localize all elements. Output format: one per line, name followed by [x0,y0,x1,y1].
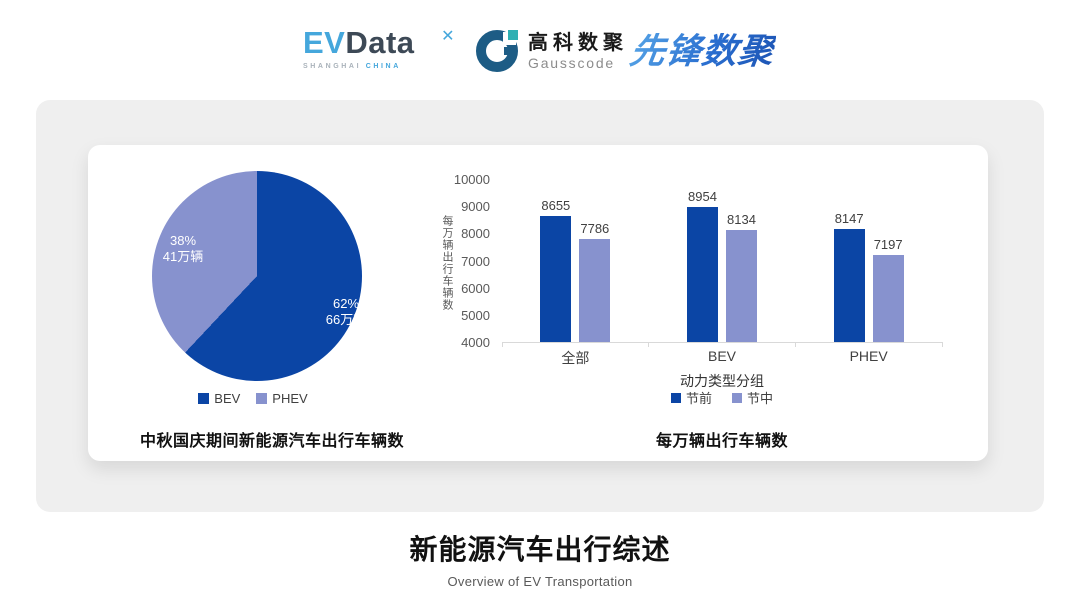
bar-legend: 节前 节中 [502,388,942,407]
evdata-ev-text: EV [303,25,346,60]
footer-subtitle: Overview of EV Transportation [447,574,633,589]
bar-value-label: 8954 [688,189,717,205]
legend-label-phev: PHEV [272,391,308,406]
xianfeng-logo: 先锋数聚 [627,32,777,71]
evdata-subtitle: SHANGHAI CHINA [303,63,473,70]
bar-value-label: 8147 [834,211,864,227]
bar-x-axis-label: 动力类型分组 [680,373,764,389]
legend-label-mid: 节中 [747,391,774,406]
bar-title: 每万辆出行车辆数 [655,433,788,450]
legend-label-pre: 节前 [685,391,712,406]
legend-item-bev: BEV [198,391,240,406]
x-axis-tick [501,342,503,347]
pie-chart [152,171,362,381]
legend-label-bev: BEV [214,391,241,406]
header: EVData ✕ SHANGHAI CHINA 高科数聚 Gausscode 先… [0,0,1080,100]
shanghai-text: SHANGHAI [303,63,362,70]
bar-value-label: 7786 [580,221,610,237]
x-axis-tick [648,342,650,347]
category-label: BEV [707,348,736,364]
footer-title: 新能源汽车出行综述 [409,534,671,565]
pie-title: 中秋国庆期间新能源汽车出行车辆数 [139,433,404,450]
legend-item-pre: 节前 [670,388,712,407]
bar-节中-BEV [726,229,757,342]
legend-swatch-bev [198,393,210,404]
legend-item-mid: 节中 [732,388,773,407]
legend-swatch-mid [732,392,742,403]
y-tick-label: 4000 [461,335,490,350]
pie-legend: BEV PHEV [88,391,418,406]
legend-item-phev: PHEV [256,391,308,406]
bev-percent: 62% [332,296,360,311]
y-tick-label: 6000 [461,280,490,296]
china-text: CHINA [365,63,401,70]
evdata-data-text: Data [345,25,415,60]
propeller-icon: ✕ [441,28,455,45]
bar-节前-PHEV [833,229,865,342]
y-tick-label: 8000 [461,226,490,242]
bev-value: 66万辆 [325,312,367,327]
pie-label-phev: 38% 41万辆 [141,233,225,265]
footer: 新能源汽车出行综述 Overview of EV Transportation [0,528,1080,589]
phev-value: 41万辆 [162,249,204,264]
y-tick-label: 9000 [461,199,490,215]
bar-yticks: 10000 9000 8000 7000 6000 5000 4000 [422,172,490,350]
bar-节中-PHEV [872,255,904,342]
bar-value-label: 7197 [873,237,903,253]
bar-value-label: 8655 [541,197,571,213]
category-label: PHEV [849,348,888,364]
phev-percent: 38% [169,233,197,248]
y-tick-label: 7000 [461,253,490,269]
bar-节前-BEV [687,207,718,342]
bar-value-label: 8134 [727,211,756,227]
legend-swatch-phev [256,393,268,404]
pie-label-bev: 62% 66万辆 [304,296,388,328]
xianfeng-text: 先锋数聚 [627,32,777,71]
category-label: 全部 [561,350,590,366]
bar-categories: 全部 BEV PHEV [502,348,942,366]
evdata-logo: EVData ✕ SHANGHAI CHINA [303,26,473,71]
gausscode-en-text: Gausscode [528,55,616,71]
bar-节前-全部 [540,215,572,342]
evdata-wordmark: EVData ✕ [303,26,473,60]
bar-y-axis-label: 每万辆出行车辆数 [441,215,453,311]
chart-card: 38% 41万辆 62% 66万辆 BEV PHEV 中秋国庆期间新能源汽车出行… [88,145,988,461]
gausscode-cn-text: 高科数聚 [528,32,628,54]
bar-plot: 8655 7786 8954 8134 8147 7197 [501,180,943,347]
gausscode-mark-icon [476,30,518,72]
legend-swatch-pre [670,392,681,403]
y-tick-label: 5000 [461,307,490,323]
gausscode-logo: 高科数聚 Gausscode [476,30,628,72]
x-axis-tick [794,342,796,347]
y-tick-label: 10000 [453,172,490,187]
bar-节中-全部 [579,239,611,342]
x-axis-tick [941,342,943,347]
